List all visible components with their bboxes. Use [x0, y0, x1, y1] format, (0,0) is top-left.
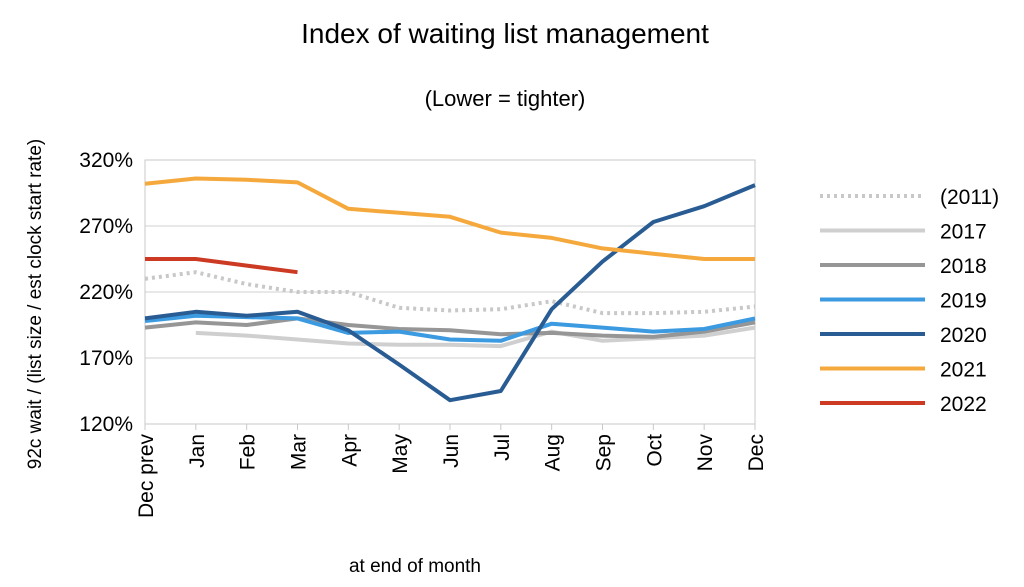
- y-tick-label: 220%: [79, 281, 133, 304]
- y-tick-label: 170%: [79, 347, 133, 370]
- series-line: [144, 316, 756, 339]
- legend-label: 2019: [940, 290, 987, 313]
- legend-label: 2018: [940, 255, 987, 278]
- x-axis-label: at end of month: [348, 556, 482, 577]
- chart-title: Index of waiting list management: [301, 18, 709, 49]
- x-tick-label: Jun: [440, 434, 463, 468]
- x-tick-label: Mar: [288, 434, 311, 470]
- x-tick-label: Sep: [593, 434, 616, 471]
- series-line: [144, 176, 755, 261]
- legend-label: 2020: [940, 324, 987, 347]
- x-tick-label: Nov: [694, 434, 717, 472]
- series-line: [145, 257, 298, 275]
- x-tick-label: May: [389, 434, 412, 474]
- x-tick-label: Jan: [186, 434, 209, 468]
- x-tick-label: Jul: [491, 434, 514, 461]
- series-line: [144, 183, 756, 403]
- legend-label: 2021: [940, 359, 987, 382]
- x-tick-label: Feb: [237, 434, 260, 470]
- legend-label: 2022: [940, 393, 987, 416]
- legend-label: 2017: [940, 221, 987, 244]
- chart-subtitle: (Lower = tighter): [424, 86, 586, 111]
- x-tick-label: Dec: [745, 434, 768, 471]
- y-tick-label: 270%: [79, 215, 133, 238]
- series-line: [144, 270, 756, 316]
- legend-label: (2011): [940, 186, 999, 209]
- y-tick-label: 120%: [79, 413, 133, 436]
- x-tick-label: Dec prev: [135, 434, 158, 519]
- x-tick-label: Aug: [542, 434, 565, 471]
- x-tick-label: Oct: [643, 434, 666, 467]
- x-tick-label: Apr: [338, 434, 361, 467]
- y-tick-label: 320%: [79, 149, 133, 172]
